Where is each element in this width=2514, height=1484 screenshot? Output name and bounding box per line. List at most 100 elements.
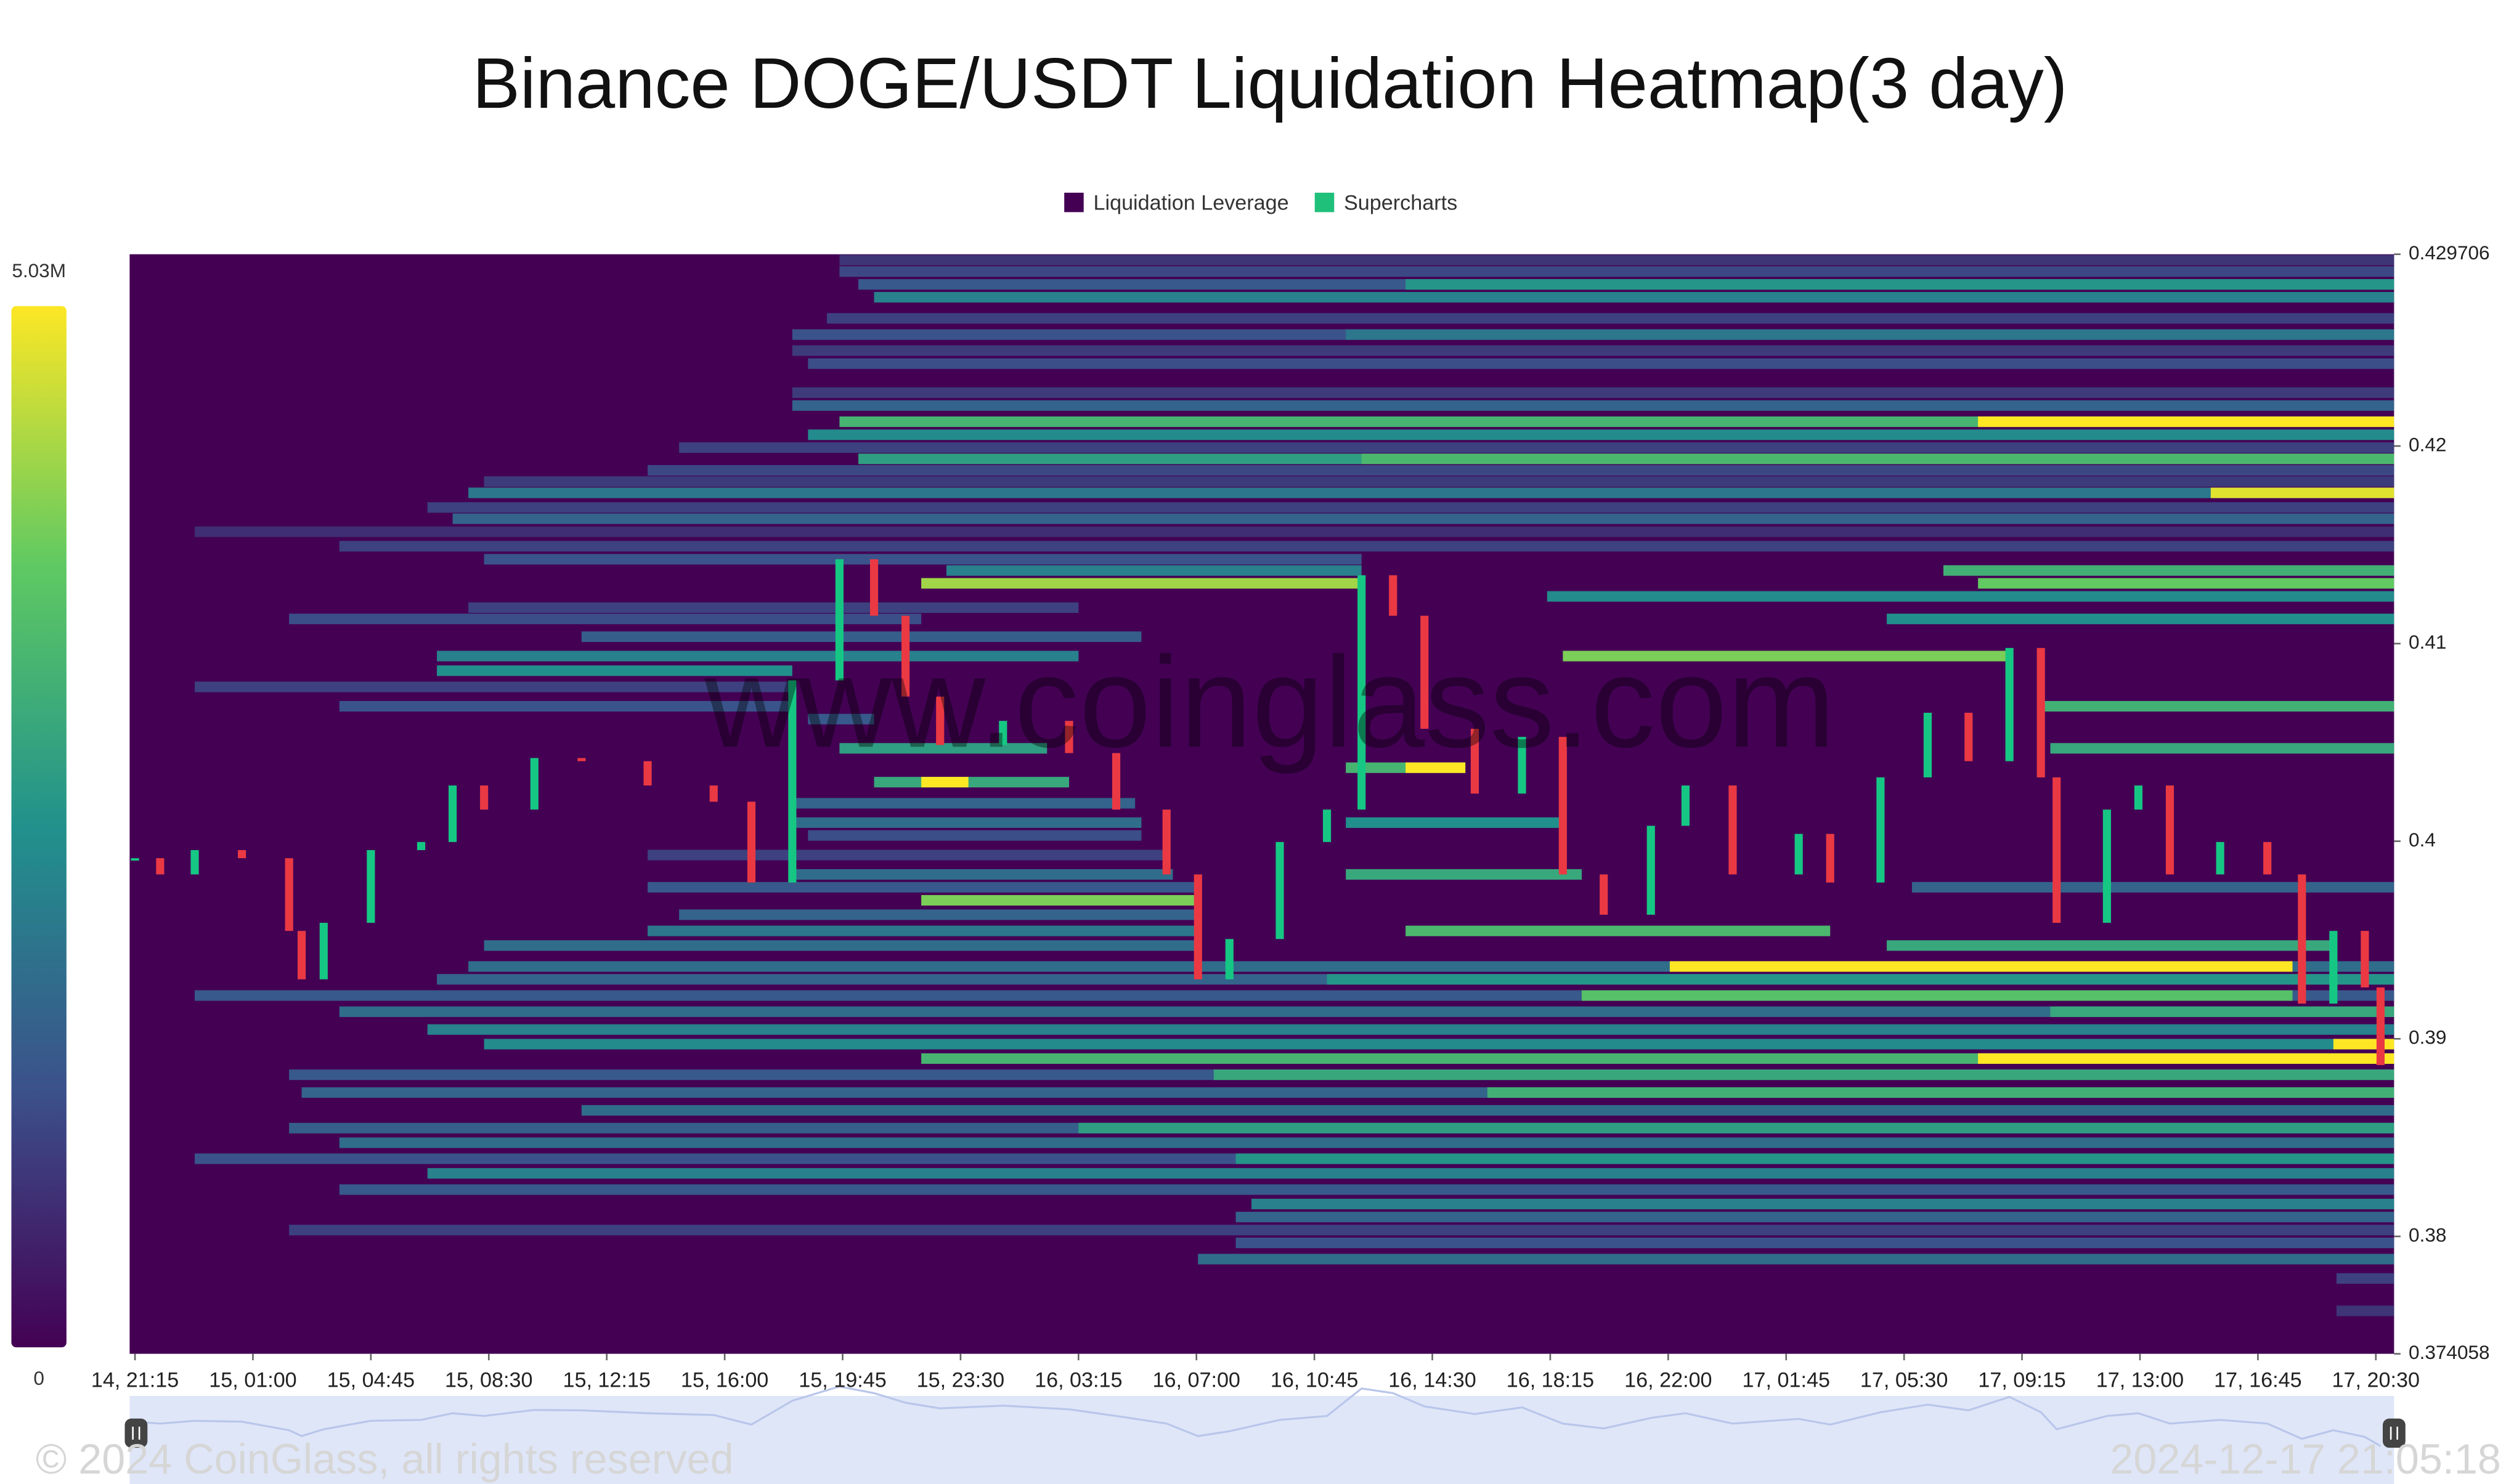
candle [2005,647,2014,761]
candle [319,923,328,979]
x-tick-label: 17, 09:15 [1978,1368,2065,1392]
candle [788,680,797,883]
liquidation-level [1198,1254,2394,1265]
liquidation-level [437,651,1079,662]
liquidation-level [808,429,2394,440]
candle [577,758,586,761]
liquidation-level [427,502,2394,513]
candle [1794,833,1803,875]
x-tick-label: 15, 19:45 [799,1368,886,1392]
liquidation-level [581,1105,2394,1116]
liquidation-level [437,665,792,676]
liquidation-level [1978,1053,2394,1064]
liquidation-level [339,541,2394,552]
liquidation-level [1235,1212,2394,1223]
y-tick-label: 0.41 [2409,631,2446,653]
liquidation-level [1405,762,1466,773]
candle [1681,785,1690,826]
liquidation-level [921,894,1198,906]
y-tick-label: 0.374058 [2409,1341,2490,1363]
x-tick-label: 15, 16:00 [681,1368,768,1392]
candle [1518,737,1526,794]
liquidation-level [1911,882,2394,893]
candle [156,858,165,875]
chart-title: Binance DOGE/USDT Liquidation Heatmap(3 … [473,43,2068,123]
candle [1728,785,1737,875]
navigator-handle[interactable] [124,1418,148,1448]
liquidation-level [808,713,874,724]
liquidation-level [339,1184,2394,1195]
candle [480,785,489,810]
candle [131,858,139,861]
liquidation-level [1235,1238,2394,1249]
candle [2376,987,2385,1065]
candle [2361,931,2369,987]
liquidation-level [1078,1122,2394,1133]
candle [2216,841,2224,875]
liquidation-level [484,476,2394,487]
colorbar-tick-label: 0 [33,1367,44,1389]
y-tick-label: 0.42 [2409,433,2446,455]
x-tick-label: 16, 14:30 [1388,1368,1476,1392]
liquidation-level [679,909,1198,920]
liquidation-level [1327,974,2394,985]
x-tick-label: 15, 12:15 [563,1368,650,1392]
x-tick-label: 17, 05:30 [1860,1368,1948,1392]
x-tick-label: 16, 07:00 [1152,1368,1240,1392]
liquidation-level [2333,1039,2394,1050]
candle [2263,841,2272,875]
liquidation-level [1251,1198,2394,1209]
x-tick-label: 17, 01:45 [1743,1368,1830,1392]
x-tick-label: 16, 10:45 [1271,1368,1358,1392]
candle [190,849,199,875]
x-tick-label: 16, 18:15 [1507,1368,1594,1392]
liquidation-level [289,614,922,625]
copyright: © 2024 CoinGlass, all rights reserved [36,1436,734,1483]
candle [643,761,652,786]
candle [901,615,910,697]
candle [2134,785,2142,810]
y-tick-label: 0.429706 [2409,241,2490,264]
liquidation-level [1887,614,2394,625]
candle [449,785,457,842]
candle [1964,713,1973,761]
candle [417,841,426,850]
liquidation-level [792,869,1173,880]
navigator-handle[interactable] [2382,1418,2406,1448]
liquidation-level [339,700,792,712]
liquidation-level [921,578,1362,589]
candle [1420,615,1429,729]
liquidation-level [826,313,2394,324]
candle [835,559,844,681]
candle [1357,575,1366,810]
candle [2036,647,2045,777]
candle [367,849,375,923]
liquidation-level [808,358,2394,369]
x-tick-label: 15, 08:30 [445,1368,532,1392]
liquidation-level [581,631,1142,643]
legend-label: Liquidation Leverage [1093,191,1288,214]
plot-area [129,253,2401,1361]
liquidation-level [792,798,1136,809]
liquidation-level [339,1137,2394,1148]
x-tick-label: 15, 04:45 [327,1368,415,1392]
liquidation-level [2050,1006,2394,1017]
candle [936,696,945,745]
x-tick-label: 17, 20:30 [2332,1368,2420,1392]
navigator[interactable] [124,1385,2406,1484]
liquidation-level [1405,279,2394,290]
liquidation-level [808,830,1142,841]
legend-swatch [1064,192,1084,213]
y-tick-label: 0.39 [2409,1026,2446,1048]
liquidation-level [427,1024,2394,1035]
liquidation-level [648,925,1198,936]
liquidation-level [1669,961,2293,972]
liquidation-level [452,513,2394,524]
liquidation-level [679,442,2394,453]
liquidation-level [1405,925,1831,936]
liquidation-level [1487,1087,2394,1098]
candle [1389,575,1397,616]
x-tick-label: 16, 03:15 [1035,1368,1122,1392]
navigator-line [134,1385,2382,1447]
